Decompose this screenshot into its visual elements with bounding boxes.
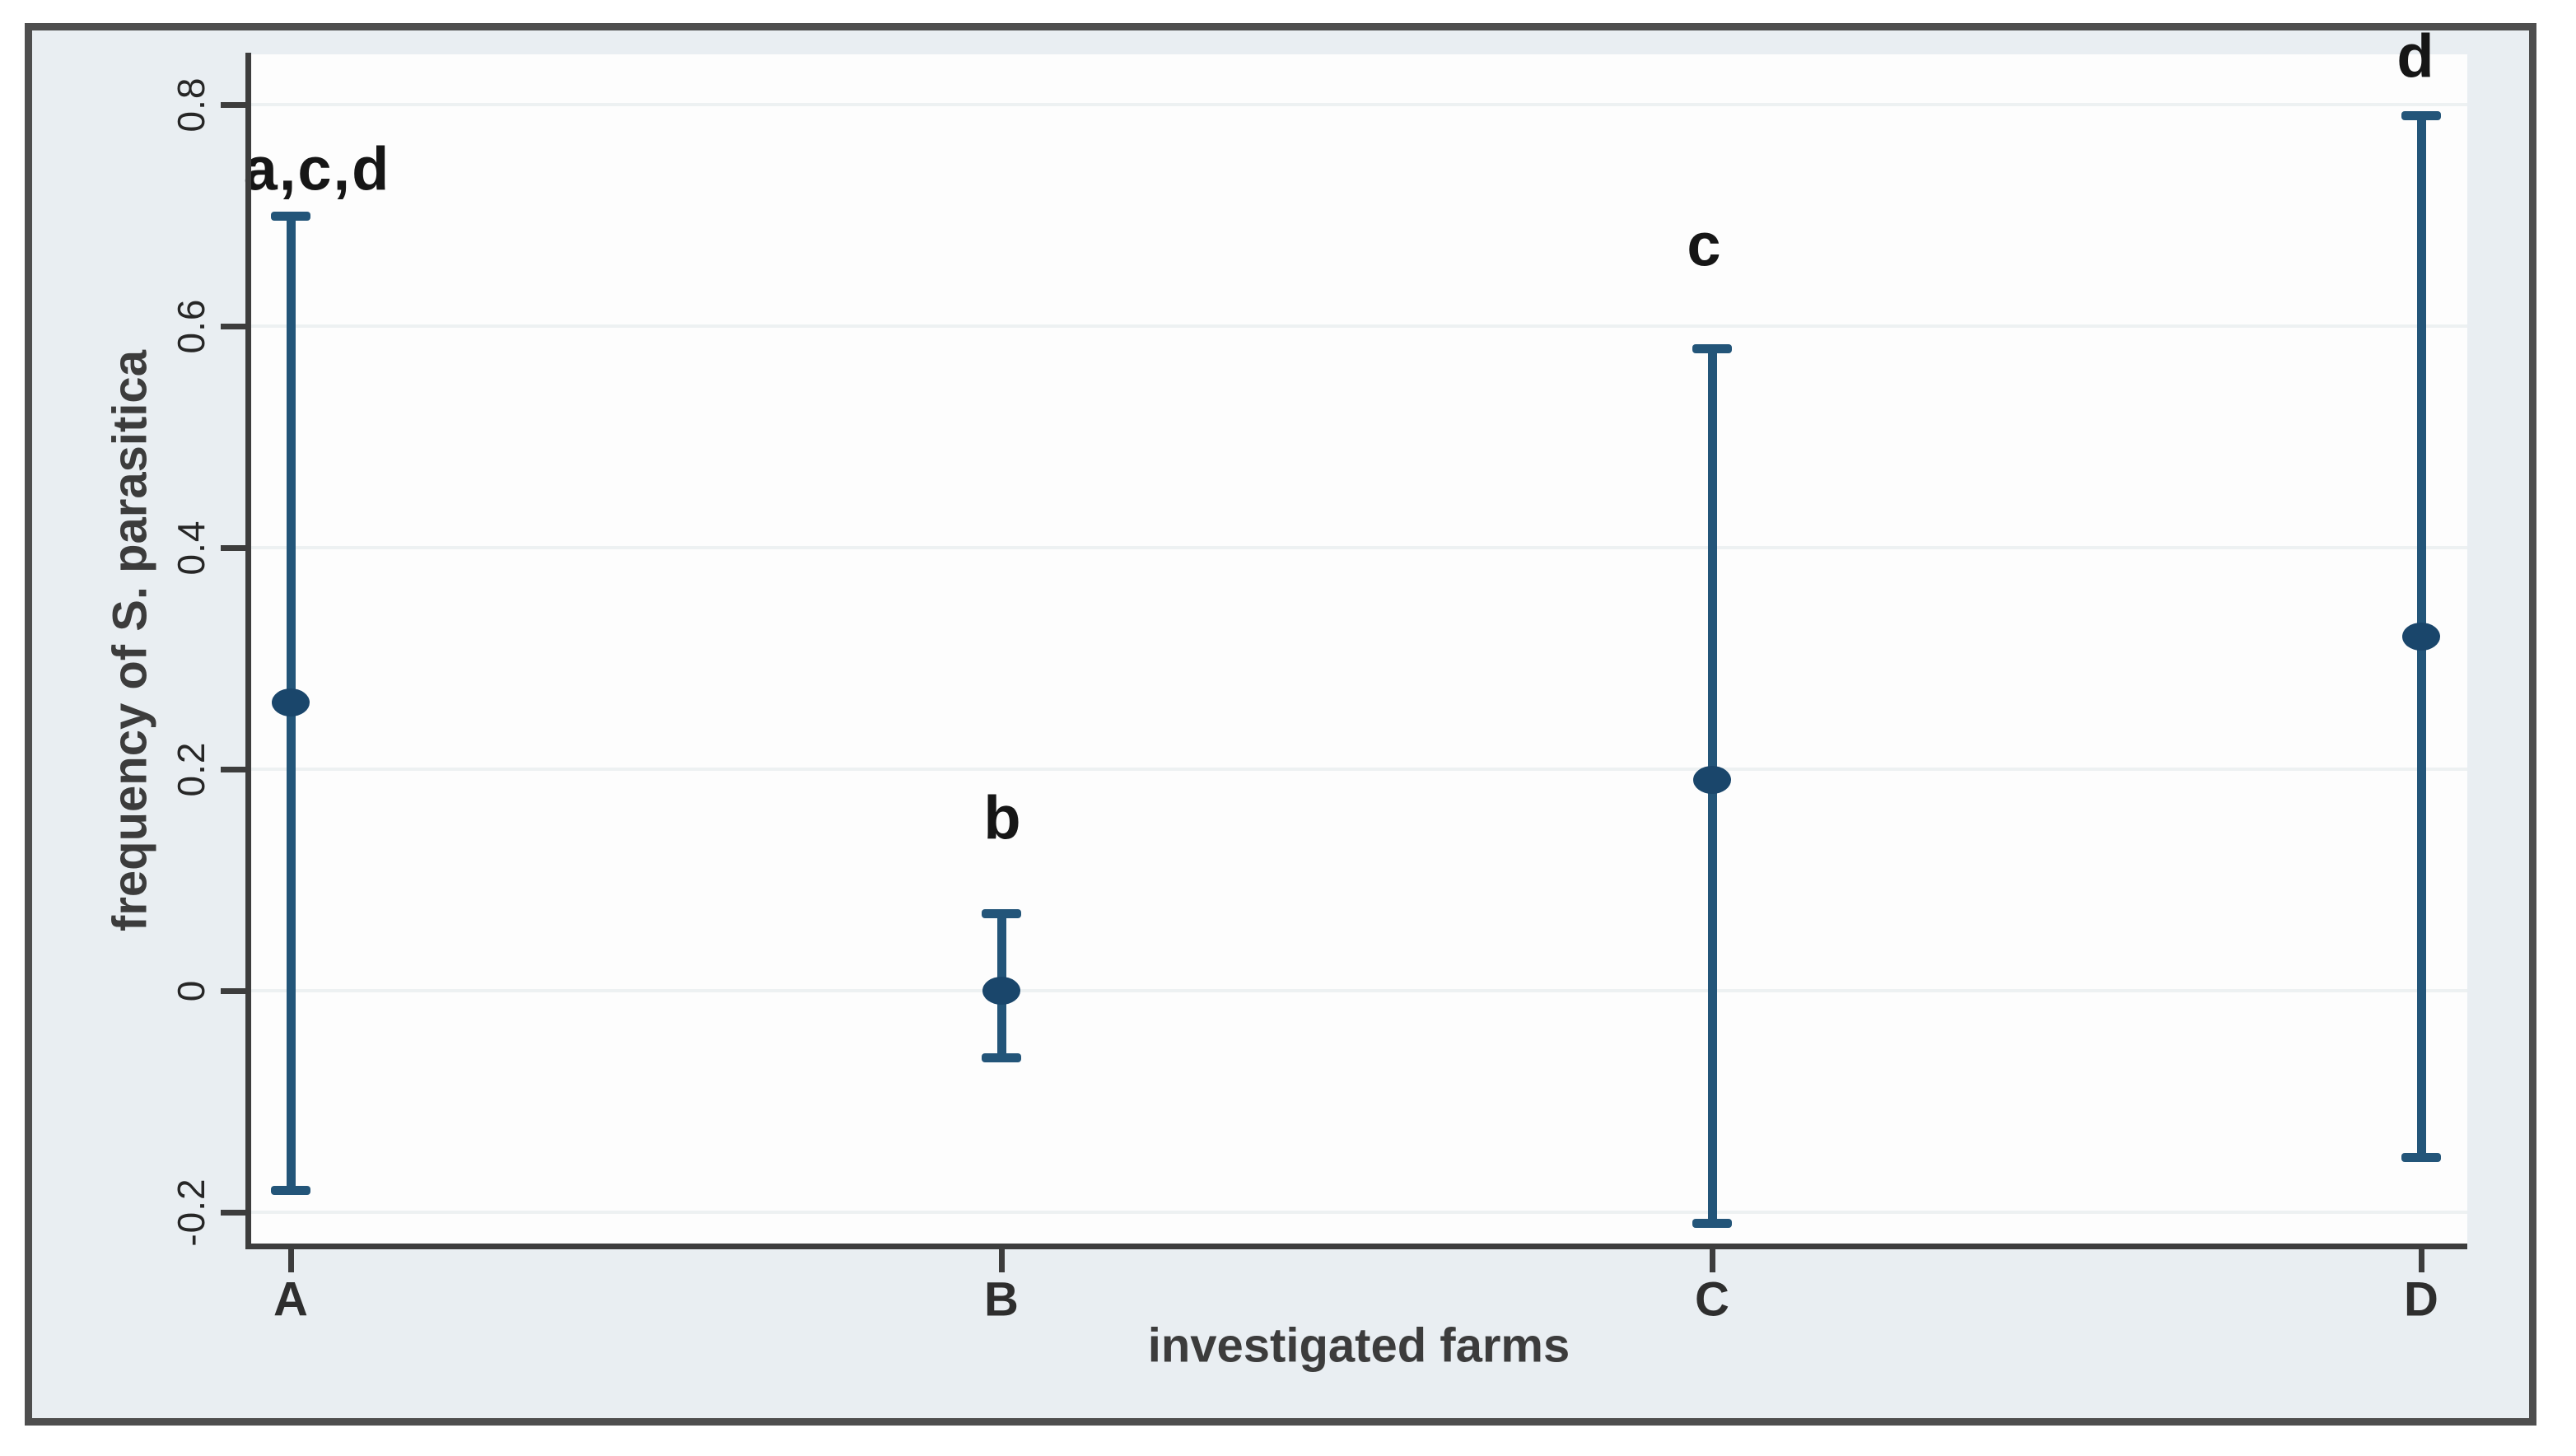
x-tick-D xyxy=(2419,1249,2424,1272)
y-tick-0.6 xyxy=(221,324,246,329)
gridline-y--0.2 xyxy=(250,1211,2467,1214)
ci-cap-top-A xyxy=(271,211,310,221)
x-tick-label-C: C xyxy=(1695,1272,1729,1327)
x-tick-label-D: D xyxy=(2404,1272,2438,1327)
sig-label-B: b xyxy=(983,783,1023,852)
plot-area xyxy=(250,54,2467,1248)
x-axis-title: investigated farms xyxy=(1147,1318,1570,1373)
ci-cap-top-B xyxy=(982,908,1021,918)
gridline-y-0.8 xyxy=(250,103,2467,106)
sig-label-A: a,c,d xyxy=(243,134,391,203)
y-tick-label-0.8: 0.8 xyxy=(170,77,212,133)
ci-cap-bottom-D xyxy=(2401,1152,2441,1162)
ci-cap-bottom-B xyxy=(982,1052,1021,1062)
y-tick-label-0.6: 0.6 xyxy=(170,298,212,354)
x-tick-C xyxy=(1710,1249,1715,1272)
gridline-y-0.6 xyxy=(250,324,2467,328)
x-tick-label-B: B xyxy=(984,1272,1019,1327)
y-tick-label-0.2: 0.2 xyxy=(170,741,212,797)
ci-cap-top-D xyxy=(2401,111,2441,121)
point-estimate-B xyxy=(982,977,1020,1005)
y-tick-0.2 xyxy=(221,767,246,772)
x-tick-A xyxy=(288,1249,294,1272)
point-estimate-D xyxy=(2402,622,2440,651)
sig-label-C: c xyxy=(1687,210,1723,279)
ci-cap-bottom-A xyxy=(271,1186,310,1196)
x-tick-label-A: A xyxy=(273,1272,308,1327)
gridline-y-0.2 xyxy=(250,768,2467,771)
y-tick-label-0.4: 0.4 xyxy=(170,520,212,576)
y-axis-title: frequency of S. parasitica xyxy=(103,350,157,931)
y-tick-label--0.2: -0.2 xyxy=(170,1178,212,1247)
y-tick-0.4 xyxy=(221,545,246,551)
y-tick--0.2 xyxy=(221,1210,246,1216)
x-axis-line xyxy=(245,1244,2467,1249)
point-estimate-C xyxy=(1693,766,1731,795)
ci-cap-bottom-C xyxy=(1692,1219,1732,1229)
point-estimate-A xyxy=(272,688,310,717)
y-tick-label-0: 0 xyxy=(170,979,212,1002)
gridline-y-0 xyxy=(250,989,2467,992)
ci-cap-top-C xyxy=(1692,343,1732,353)
y-tick-0 xyxy=(221,988,246,994)
gridline-y-0.4 xyxy=(250,546,2467,549)
sig-label-D: d xyxy=(2396,21,2436,91)
y-tick-0.8 xyxy=(221,102,246,108)
x-tick-B xyxy=(999,1249,1005,1272)
y-axis-line xyxy=(245,53,251,1249)
